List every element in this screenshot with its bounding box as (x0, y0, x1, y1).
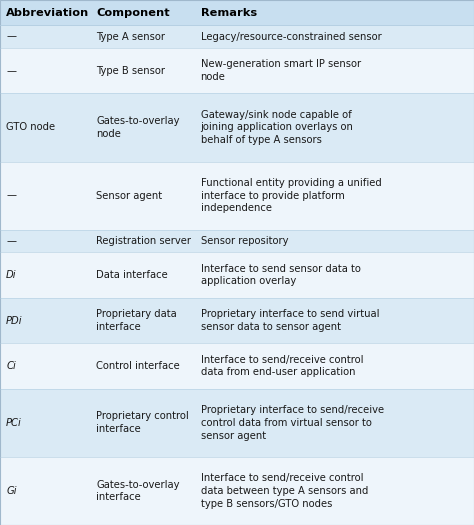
Text: Proprietary interface to send/receive
control data from virtual sensor to
sensor: Proprietary interface to send/receive co… (201, 405, 383, 440)
Text: Component: Component (96, 7, 170, 18)
Bar (0, 0, 90, 25)
Bar (0, 162, 474, 229)
Text: Proprietary data
interface: Proprietary data interface (96, 309, 177, 332)
Text: —: — (6, 32, 16, 41)
Bar (0, 229, 474, 253)
Text: Gates-to-overlay
interface: Gates-to-overlay interface (96, 479, 180, 502)
Text: —: — (6, 66, 16, 76)
Text: —: — (6, 236, 16, 246)
Text: Remarks: Remarks (201, 7, 256, 18)
Bar (0, 457, 474, 525)
Text: PDi: PDi (6, 316, 23, 326)
Bar (0, 25, 474, 48)
Text: PCi: PCi (6, 418, 22, 428)
Text: GTO node: GTO node (6, 122, 55, 132)
Bar (0, 343, 474, 388)
Bar (0, 388, 474, 457)
Bar (0, 48, 474, 93)
Text: Ci: Ci (6, 361, 16, 371)
Bar (0, 93, 474, 162)
Text: Proprietary interface to send virtual
sensor data to sensor agent: Proprietary interface to send virtual se… (201, 309, 379, 332)
Text: Gates-to-overlay
node: Gates-to-overlay node (96, 116, 180, 139)
Text: Sensor repository: Sensor repository (201, 236, 288, 246)
Text: Functional entity providing a unified
interface to provide platform
independence: Functional entity providing a unified in… (201, 178, 381, 213)
Text: Type B sensor: Type B sensor (96, 66, 165, 76)
Bar (0, 298, 474, 343)
Bar (194, 0, 474, 25)
Text: Sensor agent: Sensor agent (96, 191, 163, 201)
Text: Registration server: Registration server (96, 236, 191, 246)
Text: Di: Di (6, 270, 17, 280)
Text: Gi: Gi (6, 486, 17, 496)
Text: Control interface: Control interface (96, 361, 180, 371)
Text: Type A sensor: Type A sensor (96, 32, 165, 41)
Text: Gateway/sink node capable of
joining application overlays on
behalf of type A se: Gateway/sink node capable of joining app… (201, 110, 354, 145)
Text: Interface to send sensor data to
application overlay: Interface to send sensor data to applica… (201, 264, 360, 287)
Text: Proprietary control
interface: Proprietary control interface (96, 412, 189, 434)
Text: Legacy/resource-constrained sensor: Legacy/resource-constrained sensor (201, 32, 381, 41)
Text: Abbreviation: Abbreviation (6, 7, 90, 18)
Text: Interface to send/receive control
data between type A sensors and
type B sensors: Interface to send/receive control data b… (201, 473, 368, 509)
Text: New-generation smart IP sensor
node: New-generation smart IP sensor node (201, 59, 361, 82)
Text: Interface to send/receive control
data from end-user application: Interface to send/receive control data f… (201, 354, 363, 377)
Bar (90, 0, 194, 25)
Bar (0, 253, 474, 298)
Text: —: — (6, 191, 16, 201)
Text: Data interface: Data interface (96, 270, 168, 280)
